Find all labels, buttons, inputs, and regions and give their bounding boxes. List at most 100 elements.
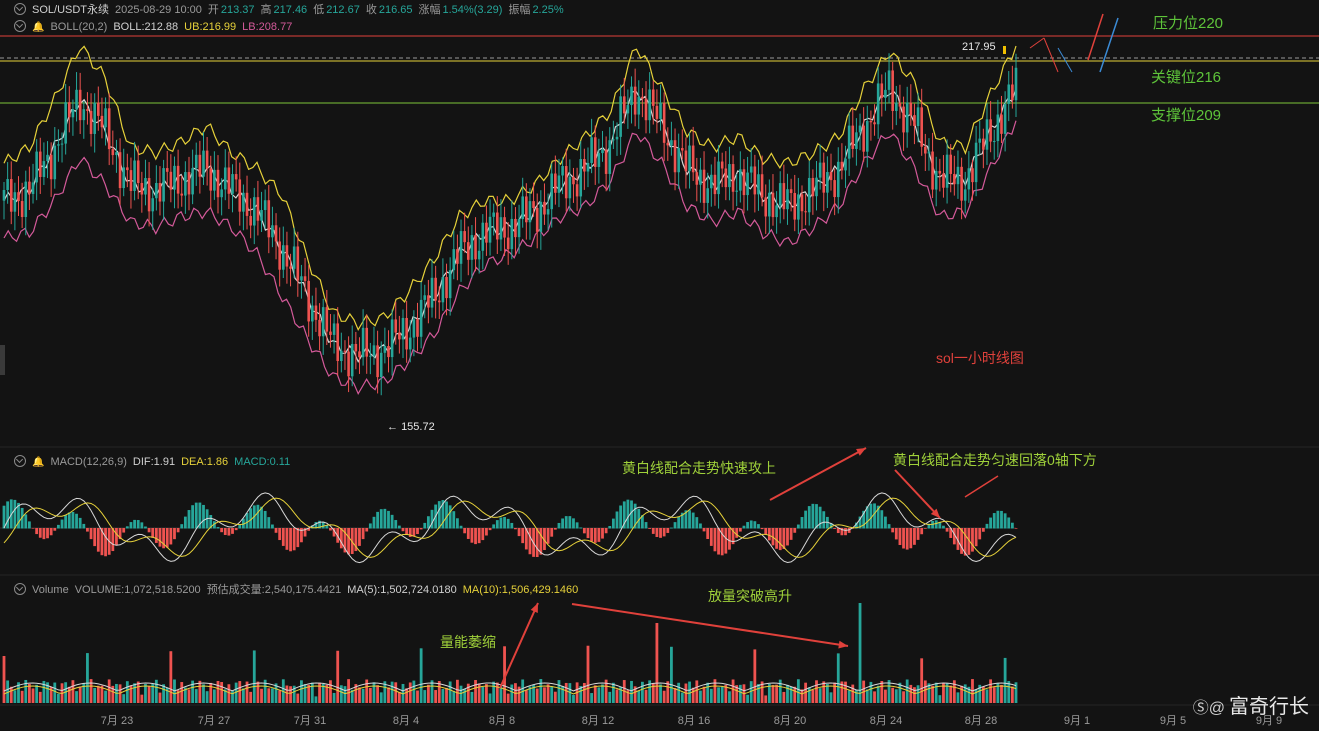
bell-icon[interactable]: 🔔 xyxy=(32,22,45,33)
bell-icon[interactable]: 🔔 xyxy=(32,457,45,468)
volume-bar xyxy=(318,682,321,703)
macd-bar xyxy=(535,528,539,558)
macd-bar xyxy=(416,528,419,535)
close-value: 216.65 xyxy=(378,4,413,16)
macd-down-arrow-head xyxy=(930,508,940,518)
volume-bar xyxy=(942,682,945,703)
macd-bar xyxy=(590,528,594,542)
macd-bar xyxy=(158,528,162,547)
volume-bar xyxy=(815,680,818,703)
chart-title: sol一小时线图 xyxy=(936,350,1024,366)
candle-body xyxy=(543,201,546,215)
collapse-icon[interactable] xyxy=(14,583,26,595)
candle-body xyxy=(292,246,296,269)
candle-body xyxy=(205,150,209,169)
candle-body xyxy=(202,150,205,177)
volume-bar xyxy=(20,690,24,703)
candle-body xyxy=(20,201,24,218)
candle-body xyxy=(191,168,194,195)
macd-bar xyxy=(325,525,329,529)
macd-bar xyxy=(702,528,706,532)
macd-bar xyxy=(441,500,445,529)
candle-body xyxy=(971,168,974,183)
macd-bar xyxy=(942,525,945,529)
candle-body xyxy=(826,172,829,193)
volume-bar xyxy=(285,685,289,703)
collapse-icon[interactable] xyxy=(14,455,26,467)
candle-body xyxy=(296,246,300,281)
macd-bar xyxy=(401,528,405,532)
volume-bar xyxy=(553,691,557,703)
candle-body xyxy=(800,194,804,212)
macd-bar xyxy=(793,528,797,533)
change-label: 涨幅 xyxy=(418,4,441,16)
macd-bar xyxy=(212,521,216,529)
volume-bar xyxy=(53,682,57,703)
candle-body xyxy=(630,86,633,106)
volume-bar xyxy=(916,685,920,703)
macd-bar xyxy=(720,528,724,556)
macd-bar xyxy=(960,528,963,554)
volume-bar xyxy=(296,693,300,703)
volume-bar xyxy=(365,679,369,703)
volume-bar xyxy=(136,681,140,703)
volume-bar xyxy=(840,681,844,703)
macd-bar xyxy=(706,528,710,540)
candle-body xyxy=(300,276,303,281)
volume-bar xyxy=(644,689,648,703)
volume-bar xyxy=(408,682,412,703)
macd-bar xyxy=(673,522,677,529)
macd-bar xyxy=(887,524,891,529)
macd-bar xyxy=(6,501,10,529)
macd-up-arrow xyxy=(769,447,867,501)
candle-body xyxy=(978,138,982,143)
volume-bar xyxy=(343,686,347,703)
candle-body xyxy=(760,174,764,198)
collapse-icon[interactable] xyxy=(14,20,26,32)
candle-body xyxy=(764,197,768,217)
candle-body xyxy=(793,192,797,220)
macd-bar xyxy=(231,528,234,534)
macd-bar xyxy=(582,528,586,534)
volume-bar xyxy=(807,687,811,703)
candle-body xyxy=(405,317,408,350)
macd-bar xyxy=(296,528,300,548)
volume-bar xyxy=(488,693,492,703)
volume-bar xyxy=(187,689,191,703)
volume-bar xyxy=(423,690,427,703)
macd-bar xyxy=(238,524,242,529)
volume-bar xyxy=(949,685,953,703)
macd-bar xyxy=(64,515,68,529)
candle-body xyxy=(695,172,699,185)
candle-body xyxy=(325,307,329,332)
candle-body xyxy=(311,305,314,322)
low-price-value: 155.72 xyxy=(401,421,435,433)
macd-bar xyxy=(967,528,971,555)
collapse-icon[interactable] xyxy=(14,3,26,15)
volume-bar xyxy=(633,686,637,703)
candle-body xyxy=(942,173,945,188)
macd-bar xyxy=(575,522,579,529)
volume-bar xyxy=(93,687,97,703)
candle-body xyxy=(677,148,680,173)
volume-bar xyxy=(851,684,855,703)
candle-body xyxy=(691,145,695,173)
scroll-handle[interactable] xyxy=(0,345,5,375)
volume-bar xyxy=(728,691,731,703)
volume-bar xyxy=(252,650,256,703)
x-tick-label: 8月 28 xyxy=(964,715,998,727)
x-tick-label: 8月 8 xyxy=(488,715,516,727)
volume-bar xyxy=(543,687,546,703)
volume-bar xyxy=(463,688,467,703)
macd-bar xyxy=(27,521,31,529)
macd-bar xyxy=(358,528,361,546)
candle-body xyxy=(441,276,445,303)
candle-body xyxy=(546,209,550,215)
macd-bar xyxy=(361,528,365,540)
macd-bar xyxy=(1007,517,1011,529)
candle-body xyxy=(927,151,931,154)
volume-bar xyxy=(789,686,793,703)
macd-bar xyxy=(514,528,517,530)
volume-bar xyxy=(96,685,100,703)
